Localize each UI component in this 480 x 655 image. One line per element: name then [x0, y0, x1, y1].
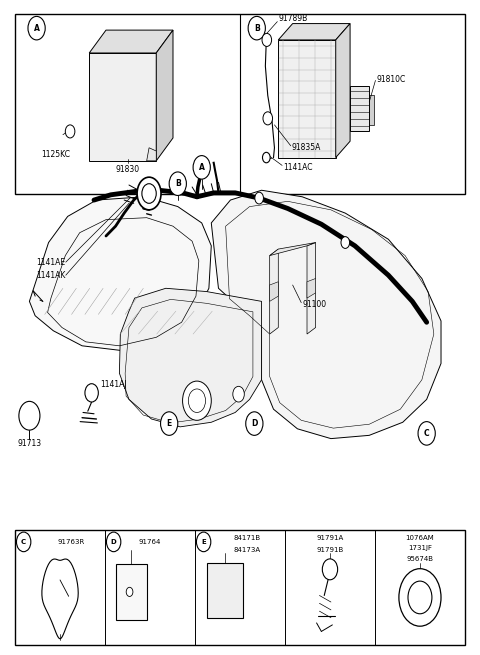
- Text: A: A: [34, 24, 39, 33]
- Bar: [94, 113, 108, 133]
- Text: D: D: [111, 539, 117, 545]
- Circle shape: [248, 16, 265, 40]
- Text: 1141AC: 1141AC: [283, 163, 312, 172]
- Text: D: D: [251, 419, 258, 428]
- Text: 1141AJ: 1141AJ: [100, 380, 126, 389]
- Text: 84171B: 84171B: [234, 535, 261, 541]
- Polygon shape: [278, 40, 336, 158]
- Bar: [131, 88, 145, 108]
- Bar: [94, 138, 108, 158]
- Text: 1125KC: 1125KC: [41, 150, 70, 159]
- Text: E: E: [201, 539, 206, 545]
- Circle shape: [418, 422, 435, 445]
- Text: 91791A: 91791A: [316, 535, 344, 541]
- Polygon shape: [270, 249, 278, 334]
- Bar: [116, 564, 147, 620]
- Text: 91713: 91713: [17, 439, 41, 447]
- Bar: [112, 64, 127, 83]
- Bar: [94, 88, 108, 108]
- Circle shape: [126, 588, 133, 597]
- Text: 91763R: 91763R: [57, 539, 84, 545]
- Bar: [15, 530, 465, 645]
- Circle shape: [263, 112, 273, 125]
- Circle shape: [341, 236, 349, 248]
- Text: B: B: [254, 24, 260, 33]
- Circle shape: [182, 381, 211, 421]
- Circle shape: [169, 172, 186, 195]
- Polygon shape: [270, 282, 278, 301]
- Circle shape: [263, 153, 270, 163]
- Bar: [112, 113, 127, 133]
- Circle shape: [16, 532, 31, 552]
- Polygon shape: [120, 288, 262, 427]
- Circle shape: [65, 125, 75, 138]
- Text: E: E: [167, 419, 172, 428]
- Polygon shape: [270, 242, 316, 255]
- Polygon shape: [147, 148, 156, 161]
- Text: 1141AE: 1141AE: [36, 257, 65, 267]
- Text: A: A: [199, 163, 204, 172]
- Circle shape: [28, 16, 45, 40]
- Circle shape: [399, 569, 441, 626]
- Circle shape: [255, 192, 264, 204]
- Text: B: B: [175, 179, 180, 188]
- Text: C: C: [21, 539, 26, 545]
- Circle shape: [408, 581, 432, 614]
- Polygon shape: [336, 24, 350, 158]
- Text: 1076AM: 1076AM: [406, 535, 434, 541]
- Polygon shape: [350, 86, 369, 132]
- Circle shape: [262, 33, 272, 47]
- Bar: [94, 64, 108, 83]
- Text: 91830: 91830: [116, 166, 140, 174]
- Bar: [131, 113, 145, 133]
- Bar: [207, 563, 243, 618]
- Circle shape: [193, 156, 210, 179]
- Text: 91835A: 91835A: [292, 143, 321, 152]
- Circle shape: [233, 386, 244, 402]
- Text: 95674B: 95674B: [407, 556, 433, 562]
- Polygon shape: [307, 278, 316, 298]
- Circle shape: [188, 389, 205, 413]
- Text: 1731JF: 1731JF: [408, 546, 432, 552]
- Bar: [131, 64, 145, 83]
- Bar: [15, 14, 465, 193]
- Circle shape: [142, 183, 156, 203]
- Circle shape: [246, 412, 263, 436]
- Bar: [367, 96, 374, 125]
- Text: 91791B: 91791B: [316, 547, 344, 553]
- Text: 91100: 91100: [302, 300, 326, 309]
- Bar: [89, 53, 108, 73]
- Text: 91810C: 91810C: [376, 75, 406, 84]
- Circle shape: [137, 177, 161, 210]
- Polygon shape: [211, 190, 441, 439]
- Circle shape: [85, 384, 98, 402]
- Text: C: C: [424, 429, 430, 438]
- Circle shape: [107, 532, 121, 552]
- Polygon shape: [156, 30, 173, 161]
- Polygon shape: [89, 30, 173, 53]
- Text: 91764: 91764: [139, 539, 161, 545]
- Polygon shape: [307, 242, 316, 334]
- Text: 84173A: 84173A: [234, 547, 261, 553]
- Bar: [112, 88, 127, 108]
- Circle shape: [196, 532, 211, 552]
- Polygon shape: [42, 559, 78, 639]
- Circle shape: [323, 559, 337, 580]
- Polygon shape: [29, 196, 211, 350]
- Text: 91789B: 91789B: [278, 14, 308, 24]
- Bar: [131, 138, 145, 158]
- Circle shape: [160, 412, 178, 436]
- Bar: [112, 138, 127, 158]
- Polygon shape: [278, 24, 350, 40]
- Polygon shape: [89, 53, 156, 161]
- Text: 1141AK: 1141AK: [36, 271, 65, 280]
- Circle shape: [19, 402, 40, 430]
